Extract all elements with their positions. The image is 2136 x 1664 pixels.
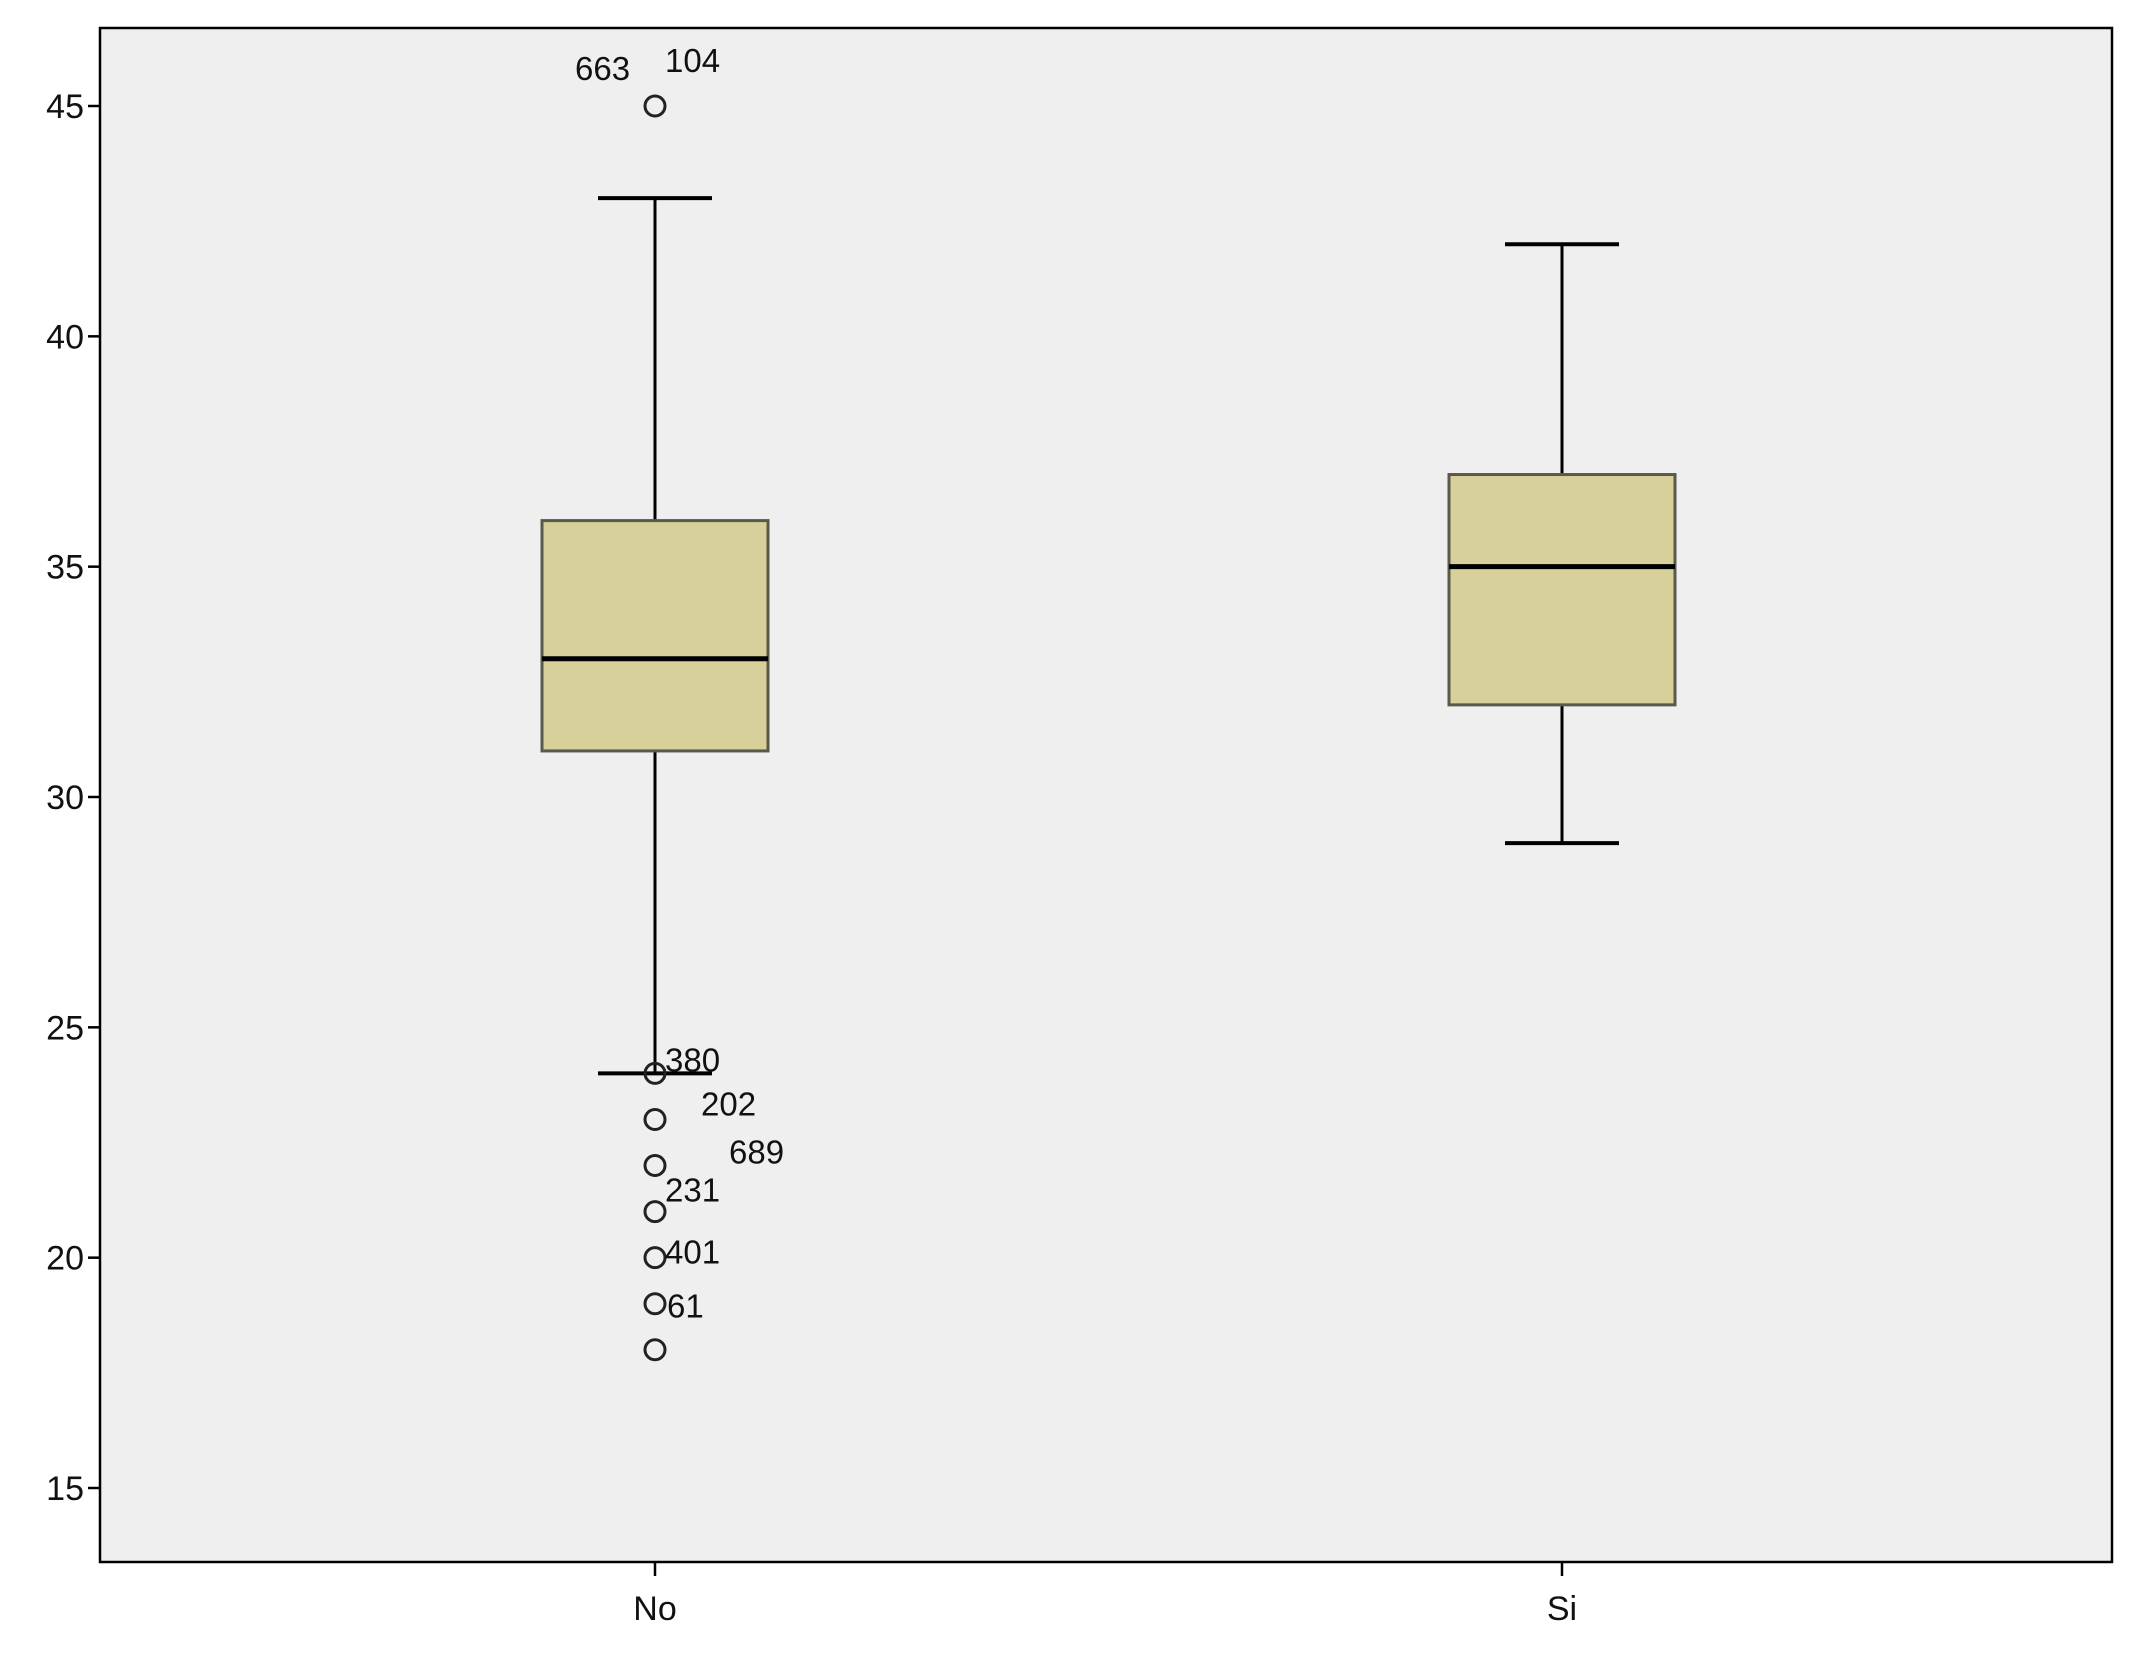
box-group-si [1447, 242, 1677, 846]
outlier-label: 231 [665, 1172, 720, 1209]
x-tick-label: No [633, 1590, 676, 1628]
y-tick-label: 30 [46, 779, 84, 817]
box-group-no [540, 94, 770, 1362]
outlier-label: 663 [575, 50, 630, 87]
outlier-point [643, 1154, 667, 1178]
outlier-point [643, 1338, 667, 1362]
outlier-label: 380 [665, 1041, 720, 1078]
outlier-label: 61 [667, 1288, 704, 1325]
outlier-label: 401 [665, 1234, 720, 1271]
outlier-label: 104 [665, 42, 720, 79]
y-tick-label: 35 [46, 549, 84, 587]
y-tick-label: 40 [46, 318, 84, 356]
y-tick-label: 20 [46, 1240, 84, 1278]
y-tick-label: 25 [46, 1009, 84, 1047]
y-tick-label: 45 [46, 88, 84, 126]
box-iqr [540, 519, 770, 753]
outlier-label: 202 [701, 1085, 756, 1122]
y-axis: 15 20 25 30 35 40 45 [46, 88, 100, 1508]
outlier-point [643, 1061, 667, 1085]
y-tick-label: 15 [46, 1470, 84, 1508]
outlier-point [643, 94, 667, 118]
outlier-point [643, 1200, 667, 1224]
outlier-label: 689 [729, 1134, 784, 1171]
outlier-point [643, 1246, 667, 1270]
x-axis: No Si [633, 1562, 1577, 1628]
outlier-point [643, 1292, 667, 1316]
outlier-point [643, 1107, 667, 1131]
x-tick-label: Si [1547, 1590, 1577, 1628]
box-iqr [1447, 473, 1677, 707]
plot-area [98, 26, 2114, 1564]
